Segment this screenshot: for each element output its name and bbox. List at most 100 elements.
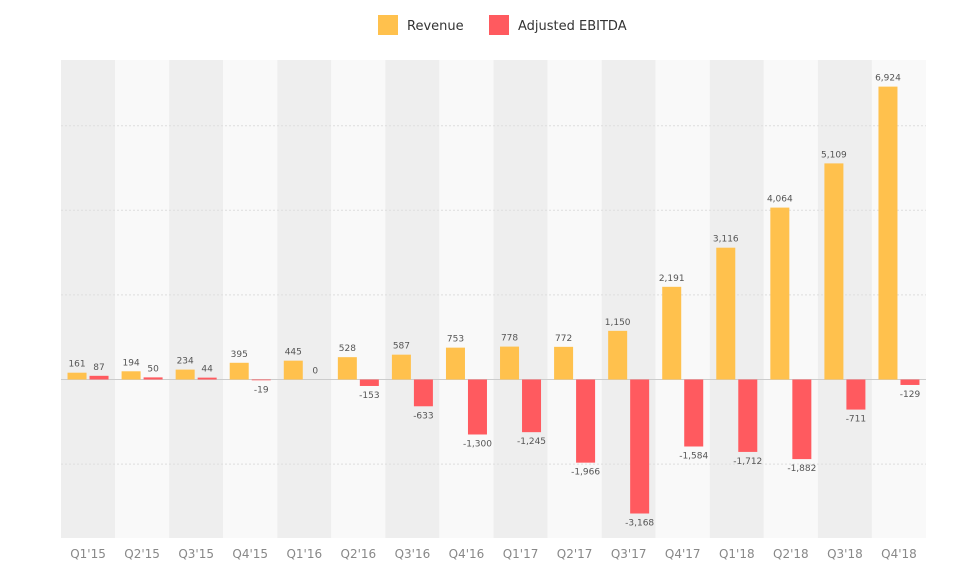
bar-revenue-q4-17[interactable] [662, 286, 682, 380]
data-label-revenue-q4-18: 6,924 [875, 74, 901, 84]
data-label-adjusted-ebitda-q3-18: -711 [846, 415, 866, 425]
x-tick-label-q2-17: Q2'17 [557, 547, 593, 561]
x-tick-label-q3-17: Q3'17 [611, 547, 647, 561]
bar-revenue-q2-18[interactable] [770, 207, 790, 380]
legend: Revenue Adjusted EBITDA [378, 15, 627, 35]
data-label-adjusted-ebitda-q4-18: -129 [900, 390, 921, 400]
legend-item-revenue[interactable]: Revenue [378, 15, 464, 35]
bar-adjusted-ebitda-q1-15[interactable] [89, 375, 109, 380]
data-label-adjusted-ebitda-q2-16: -153 [359, 391, 379, 401]
x-tick-label-q1-17: Q1'17 [503, 547, 539, 561]
x-tick-label-q1-18: Q1'18 [719, 547, 755, 561]
category-band-q1-15 [61, 60, 116, 538]
category-band-q1-17 [493, 60, 548, 538]
bar-adjusted-ebitda-q3-16[interactable] [413, 379, 433, 407]
bar-revenue-q4-15[interactable] [229, 362, 249, 380]
x-tick-label-q3-15: Q3'15 [178, 547, 214, 561]
bar-revenue-q1-15[interactable] [67, 372, 87, 380]
bar-adjusted-ebitda-q3-15[interactable] [197, 377, 217, 380]
data-label-adjusted-ebitda-q1-18: -1,712 [733, 457, 762, 467]
data-label-revenue-q3-18: 5,109 [821, 150, 847, 160]
data-labels: 161 194 234 395 445 528 587 753 778 772 1,150 2,191… [68, 74, 920, 529]
data-label-adjusted-ebitda-q2-18: -1,882 [787, 464, 816, 474]
x-axis-ticks: Q1'15 Q2'15 Q3'15 Q4'15 Q1'16 Q2'16 Q3'16 Q4'16… [70, 547, 917, 561]
data-label-revenue-q3-16: 587 [393, 342, 410, 352]
legend-label-revenue: Revenue [407, 19, 464, 34]
data-label-adjusted-ebitda-q4-15: -19 [254, 385, 269, 395]
legend-swatch-adjusted-ebitda [489, 15, 509, 35]
x-tick-label-q4-16: Q4'16 [449, 547, 485, 561]
category-band-q2-17 [547, 60, 602, 538]
data-label-revenue-q4-17: 2,191 [659, 274, 685, 284]
bar-adjusted-ebitda-q2-17[interactable] [576, 379, 596, 463]
data-label-adjusted-ebitda-q4-17: -1,584 [679, 452, 708, 462]
data-label-revenue-q4-16: 753 [447, 335, 464, 345]
legend-swatch-revenue [378, 15, 398, 35]
data-label-adjusted-ebitda-q1-16: 0 [312, 367, 318, 377]
x-tick-label-q3-18: Q3'18 [827, 547, 863, 561]
x-tick-label-q4-18: Q4'18 [881, 547, 917, 561]
category-band-q3-16 [385, 60, 440, 538]
category-band-q4-15 [223, 60, 278, 538]
bar-revenue-q1-16[interactable] [283, 360, 303, 380]
data-label-adjusted-ebitda-q3-17: -3,168 [625, 519, 654, 529]
bar-revenue-q1-18[interactable] [716, 247, 736, 380]
category-band-q4-16 [439, 60, 494, 538]
data-label-adjusted-ebitda-q3-15: 44 [201, 365, 213, 375]
bar-adjusted-ebitda-q1-17[interactable] [522, 379, 542, 433]
data-label-revenue-q3-15: 234 [177, 357, 194, 367]
bar-revenue-q2-16[interactable] [337, 357, 357, 380]
bar-adjusted-ebitda-q3-18[interactable] [846, 379, 866, 410]
category-bands [61, 60, 926, 538]
bar-revenue-q4-18[interactable] [878, 86, 898, 380]
bar-revenue-q2-17[interactable] [554, 346, 574, 380]
bar-revenue-q3-15[interactable] [175, 369, 195, 380]
x-tick-label-q1-16: Q1'16 [286, 547, 322, 561]
data-label-adjusted-ebitda-q4-16: -1,300 [463, 439, 492, 449]
data-label-adjusted-ebitda-q2-15: 50 [147, 364, 159, 374]
data-label-revenue-q1-16: 445 [285, 348, 302, 358]
data-label-revenue-q3-17: 1,150 [605, 318, 631, 328]
category-band-q1-16 [277, 60, 332, 538]
bar-adjusted-ebitda-q3-17[interactable] [630, 379, 650, 514]
x-tick-label-q2-15: Q2'15 [124, 547, 160, 561]
bar-revenue-q4-16[interactable] [445, 347, 465, 380]
data-label-adjusted-ebitda-q2-17: -1,966 [571, 468, 600, 478]
data-label-revenue-q2-16: 528 [339, 344, 356, 354]
bar-adjusted-ebitda-q4-16[interactable] [467, 379, 487, 435]
bar-adjusted-ebitda-q2-18[interactable] [792, 379, 812, 460]
category-band-q3-15 [169, 60, 224, 538]
bar-adjusted-ebitda-q2-16[interactable] [359, 379, 379, 386]
x-tick-label-q4-15: Q4'15 [232, 547, 268, 561]
data-label-revenue-q4-15: 395 [231, 350, 248, 360]
x-tick-label-q2-16: Q2'16 [341, 547, 377, 561]
bar-revenue-q2-15[interactable] [121, 371, 141, 380]
x-tick-label-q2-18: Q2'18 [773, 547, 809, 561]
x-tick-label-q4-17: Q4'17 [665, 547, 701, 561]
x-tick-label-q3-16: Q3'16 [395, 547, 431, 561]
data-label-revenue-q2-17: 772 [555, 334, 572, 344]
bar-adjusted-ebitda-q4-15[interactable] [251, 379, 271, 381]
data-label-revenue-q2-18: 4,064 [767, 195, 793, 205]
legend-item-adjusted-ebitda[interactable]: Adjusted EBITDA [489, 15, 627, 35]
bar-adjusted-ebitda-q4-17[interactable] [684, 379, 704, 447]
bar-revenue-q3-16[interactable] [391, 354, 411, 380]
data-label-adjusted-ebitda-q1-15: 87 [93, 363, 104, 373]
data-label-adjusted-ebitda-q3-16: -633 [413, 411, 433, 421]
data-label-revenue-q1-15: 161 [68, 360, 85, 370]
x-tick-label-q1-15: Q1'15 [70, 547, 106, 561]
bars [67, 86, 920, 514]
category-band-q2-16 [331, 60, 386, 538]
bar-adjusted-ebitda-q2-15[interactable] [143, 377, 163, 380]
bar-adjusted-ebitda-q4-18[interactable] [900, 379, 920, 385]
data-label-adjusted-ebitda-q1-17: -1,245 [517, 437, 546, 447]
bar-adjusted-ebitda-q1-18[interactable] [738, 379, 758, 452]
data-label-revenue-q1-18: 3,116 [713, 235, 739, 245]
bar-revenue-q1-17[interactable] [500, 346, 520, 380]
category-band-q2-15 [115, 60, 170, 538]
legend-label-adjusted-ebitda: Adjusted EBITDA [518, 19, 627, 34]
bar-revenue-q3-18[interactable] [824, 163, 844, 380]
bar-revenue-q3-17[interactable] [608, 330, 628, 380]
data-label-revenue-q2-15: 194 [123, 358, 140, 368]
